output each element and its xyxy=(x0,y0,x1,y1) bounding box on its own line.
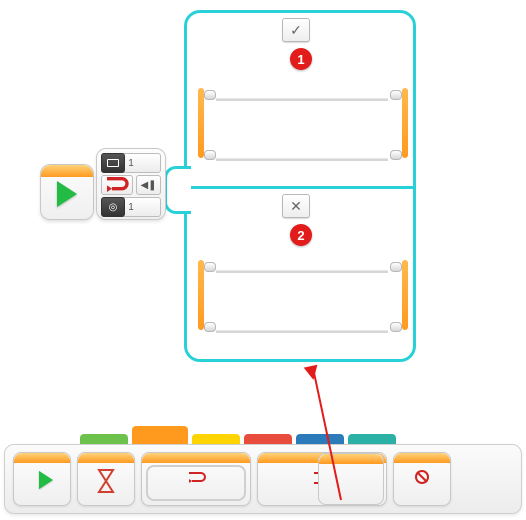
rail-cap xyxy=(390,90,402,100)
sound-icon: ◀❚ xyxy=(136,175,161,195)
loop-rail xyxy=(402,260,408,330)
sequence-track[interactable] xyxy=(216,330,388,333)
callout-marker: 2 xyxy=(290,224,312,246)
rail-cap xyxy=(204,150,216,160)
hourglass-icon xyxy=(78,467,134,495)
sequence-track[interactable] xyxy=(216,270,388,273)
rail-cap xyxy=(390,322,402,332)
palette-interrupt-block[interactable] xyxy=(393,452,451,506)
switch-divider xyxy=(187,186,413,189)
palette-start-block[interactable] xyxy=(13,452,71,506)
loop-rail xyxy=(402,88,408,158)
case-true-tab[interactable]: ✓ xyxy=(282,18,310,42)
rail-cap xyxy=(204,262,216,272)
rail-cap xyxy=(390,262,402,272)
palette-category-tabs xyxy=(80,426,396,446)
palette-loop-block[interactable] xyxy=(141,452,251,506)
sensor-icon: ◎ xyxy=(101,197,125,217)
connector-stub xyxy=(164,166,191,214)
loop-rail xyxy=(198,260,204,330)
play-icon xyxy=(57,181,77,207)
palette-tab[interactable] xyxy=(132,426,188,446)
callout-marker: 1 xyxy=(290,48,312,70)
rail-cap xyxy=(204,90,216,100)
block-palette xyxy=(4,444,522,514)
sequence-track[interactable] xyxy=(216,158,388,161)
start-block[interactable] xyxy=(40,164,94,220)
switch-header-block[interactable]: 1◀❚◎1 xyxy=(96,148,166,220)
play-icon xyxy=(14,467,70,493)
sequence-track[interactable] xyxy=(216,98,388,101)
case-false-tab[interactable]: ✕ xyxy=(282,194,310,218)
switch-mode-icon[interactable] xyxy=(101,175,133,195)
loop-outline xyxy=(146,465,246,501)
rail-cap xyxy=(204,322,216,332)
brick-icon xyxy=(101,153,125,173)
loop-rail xyxy=(198,88,204,158)
palette-switch-block[interactable] xyxy=(257,452,387,506)
palette-wait-block[interactable] xyxy=(77,452,135,506)
rail-cap xyxy=(390,150,402,160)
arrow-head-icon xyxy=(304,365,321,382)
loop-stop-icon xyxy=(394,467,450,487)
